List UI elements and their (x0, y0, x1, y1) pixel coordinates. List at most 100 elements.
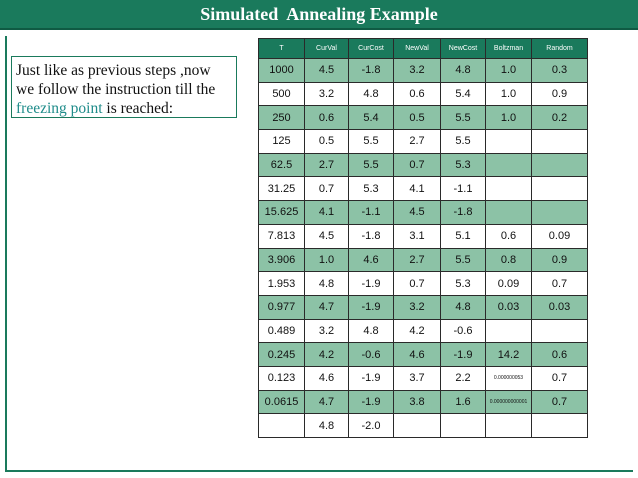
table-cell (258, 413, 305, 438)
table-row: 125 0.5 5.5 2.7 5.5 (258, 129, 588, 154)
table-cell (393, 413, 441, 438)
table-cell: 7.813 (258, 223, 305, 249)
table-cell (485, 152, 532, 178)
table-cell: 1000 (258, 58, 305, 83)
table-cell: 0.03 (531, 294, 588, 320)
table-cell (485, 129, 532, 154)
table-cell: 0.5 (304, 129, 349, 154)
table-cell: 0.7 (393, 271, 441, 296)
table-cell: 0.6 (531, 342, 588, 367)
table-cell: 4.5 (304, 223, 349, 249)
table-cell: -1.9 (348, 389, 394, 415)
table-cell: 2.2 (440, 365, 486, 391)
table-cell: 125 (258, 129, 305, 154)
table-cell: 0.7 (531, 271, 588, 296)
table-cell: 4.8 (304, 413, 349, 438)
table-cell: 1.0 (485, 81, 532, 107)
header-cell: Random (531, 38, 588, 59)
instruction-text: Just like as previous steps ,now we foll… (16, 62, 216, 98)
table-cell: 5.3 (348, 176, 394, 202)
bottom-border-line (5, 470, 633, 472)
table-cell: 3.7 (393, 365, 441, 391)
table-cell (531, 129, 588, 154)
table-cell: 31.25 (258, 176, 305, 202)
table-row: 0.245 4.2 -0.6 4.6 -1.9 14.2 0.6 (258, 342, 588, 367)
table-cell: -1.9 (348, 294, 394, 320)
table-cell: 4.6 (304, 365, 349, 391)
table-cell (485, 318, 532, 344)
table-cell (440, 413, 486, 438)
table-cell: 0.7 (304, 176, 349, 202)
table-cell: 4.8 (348, 81, 394, 107)
header-row: T CurVal CurCost NewVal NewCost Boltzman… (258, 38, 588, 59)
table-row: 250 0.6 5.4 0.5 5.5 1.0 0.2 (258, 105, 588, 131)
table-cell: 0.5 (393, 105, 441, 131)
table-cell: -1.9 (348, 365, 394, 391)
table-cell: 4.8 (348, 318, 394, 344)
table-cell: 0.7 (393, 152, 441, 178)
table-cell: -1.8 (348, 223, 394, 249)
table-cell: 0.245 (258, 342, 305, 367)
table-cell: 4.2 (304, 342, 349, 367)
table-cell (531, 200, 588, 225)
table-cell: 0.8 (485, 247, 532, 273)
header-cell: CurVal (304, 38, 349, 59)
table-cell: 5.3 (440, 271, 486, 296)
table-cell: 1.0 (485, 58, 532, 83)
title-bar: Simulated Annealing Example (0, 0, 638, 30)
table-row: 0.123 4.6 -1.9 3.7 2.2 0.000000053 0.7 (258, 365, 588, 391)
table-cell (485, 200, 532, 225)
table-cell: 0.6 (485, 223, 532, 249)
table-cell: 0.000000053 (485, 365, 532, 391)
table-cell: 4.7 (304, 294, 349, 320)
table-cell: 5.1 (440, 223, 486, 249)
table-cell: -1.1 (440, 176, 486, 202)
table-cell: 62.5 (258, 152, 305, 178)
table-cell: 0.489 (258, 318, 305, 344)
table-cell: 2.7 (304, 152, 349, 178)
table-cell: 5.3 (440, 152, 486, 178)
table-cell: -2.0 (348, 413, 394, 438)
instruction-textbox: Just like as previous steps ,now we foll… (11, 56, 237, 118)
table-cell: 0.03 (485, 294, 532, 320)
table-cell: 0.7 (531, 389, 588, 415)
table-cell: 0.09 (485, 271, 532, 296)
table-cell: -0.6 (348, 342, 394, 367)
table-cell: 4.5 (304, 58, 349, 83)
table-cell: 0.000000000001 (485, 389, 532, 415)
table-row: 62.5 2.7 5.5 0.7 5.3 (258, 152, 588, 178)
table-row: 0.977 4.7 -1.9 3.2 4.8 0.03 0.03 (258, 294, 588, 320)
table-cell: 5.5 (440, 105, 486, 131)
table-cell: -1.8 (440, 200, 486, 225)
table-cell (531, 318, 588, 344)
table-cell: 15.625 (258, 200, 305, 225)
table-cell: 2.7 (393, 247, 441, 273)
table-cell: 0.9 (531, 247, 588, 273)
table-cell: 1.0 (304, 247, 349, 273)
table-cell: 4.8 (304, 271, 349, 296)
header-cell: CurCost (348, 38, 394, 59)
table-body: 1000 4.5 -1.8 3.2 4.8 1.0 0.3 500 3.2 4.8 0.6 5.4 1.… (258, 58, 588, 438)
table-cell: 5.5 (348, 152, 394, 178)
table-row: 7.813 4.5 -1.8 3.1 5.1 0.6 0.09 (258, 223, 588, 249)
table-cell: 4.6 (348, 247, 394, 273)
table-cell: 3.2 (304, 318, 349, 344)
table-cell: 5.5 (348, 129, 394, 154)
table-row: 4.8 -2.0 (258, 413, 588, 438)
table-cell: 0.09 (531, 223, 588, 249)
table-cell (485, 176, 532, 202)
table-cell: 1.0 (485, 105, 532, 131)
instruction-text-end: is reached: (102, 100, 174, 117)
table-cell: 4.8 (440, 58, 486, 83)
table-cell: 0.6 (304, 105, 349, 131)
table-row: 1.953 4.8 -1.9 0.7 5.3 0.09 0.7 (258, 271, 588, 296)
table-cell (485, 413, 532, 438)
left-border-line (5, 36, 7, 472)
table-cell: 3.2 (304, 81, 349, 107)
table-cell: 5.5 (440, 129, 486, 154)
table-cell: 4.8 (440, 294, 486, 320)
table-cell: 3.906 (258, 247, 305, 273)
table-cell: 0.123 (258, 365, 305, 391)
table-cell: -1.8 (348, 58, 394, 83)
table-cell: 5.4 (348, 105, 394, 131)
